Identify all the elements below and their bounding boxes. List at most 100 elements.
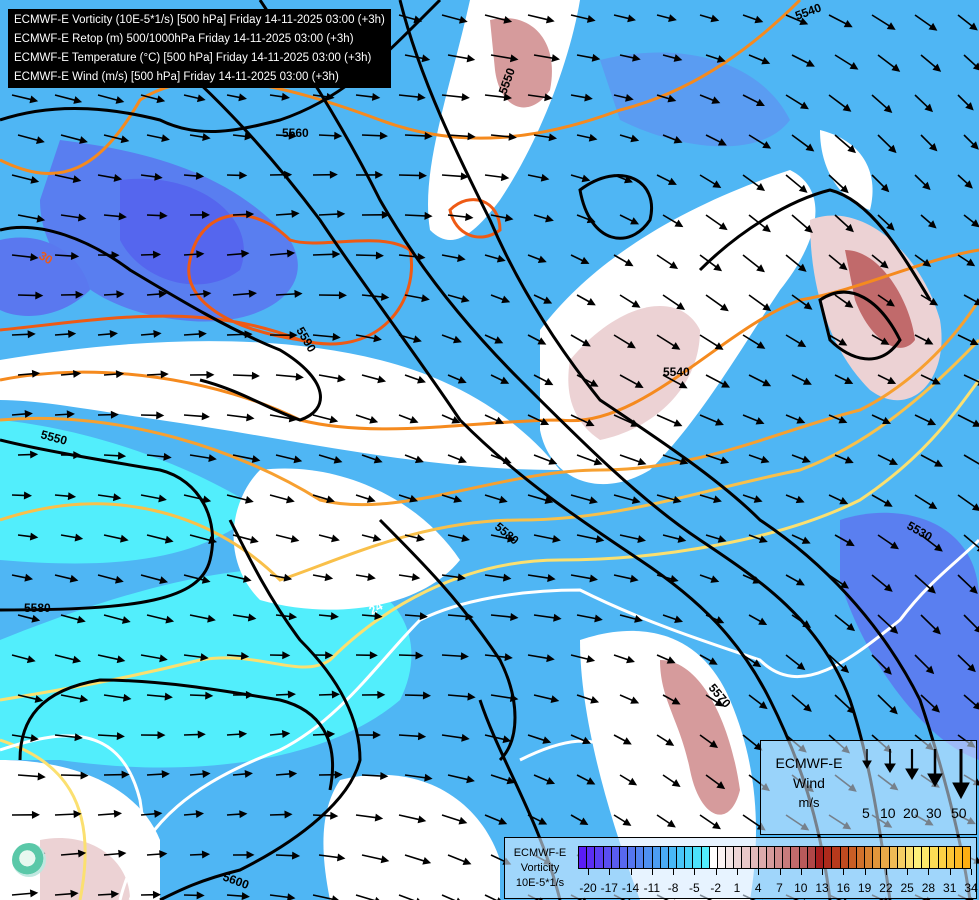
wind-arrow [17, 291, 44, 300]
wind-arrow [54, 492, 77, 501]
colorbar-cell [579, 847, 588, 868]
wind-arrow [232, 289, 257, 298]
tick-mark [779, 869, 781, 875]
wind-arrow [398, 573, 421, 582]
colorbar-cell [717, 847, 727, 868]
wind-arrow [699, 174, 722, 188]
wind-arrow [404, 454, 424, 464]
wind-arrow [748, 214, 771, 233]
colorbar-cell [595, 847, 604, 868]
wind-arrow [828, 654, 850, 674]
tick-mark [758, 869, 760, 875]
wind-arrow [232, 690, 254, 699]
colorbar-cell [652, 847, 661, 868]
tick-label: -8 [667, 881, 679, 895]
wind-arrow [656, 334, 681, 350]
wind-arrow [189, 210, 211, 219]
wind-arrow [791, 614, 812, 628]
colorbar-cell [775, 847, 784, 868]
tick-label: 10 [794, 881, 808, 895]
wind-arrow [920, 374, 941, 385]
wind-arrow [17, 614, 41, 623]
tick-label: 1 [733, 881, 741, 895]
wind-arrow [791, 454, 811, 464]
wind-arrow [189, 133, 211, 142]
wind-arrow [785, 94, 809, 110]
wind-arrow [183, 94, 206, 103]
tick-label: -20 [579, 881, 597, 895]
wind-arrow [957, 174, 973, 189]
wind-arrow [576, 774, 596, 785]
colorbar-cell [930, 847, 939, 868]
wind-arrow [146, 614, 175, 624]
wind-arrow [441, 733, 470, 742]
wind-arrow [613, 334, 636, 349]
wind-arrow [398, 334, 422, 344]
tick-label: 31 [943, 881, 957, 895]
tick-mark [822, 869, 824, 875]
wind-arrow [183, 730, 206, 739]
wind-arrow [97, 94, 125, 104]
wind-arrow [269, 810, 293, 819]
wind-arrow [60, 771, 89, 780]
wind-arrow [269, 729, 291, 738]
tick-label: -11 [643, 881, 661, 895]
wind-arrow [699, 574, 720, 583]
wind-arrow [619, 294, 641, 308]
wind-arrow [705, 54, 726, 63]
wind-arrow [785, 414, 806, 424]
wind-arrow [834, 454, 854, 464]
wind-arrow [791, 694, 812, 712]
wind-arrow [656, 654, 676, 664]
colorbar-cell [766, 847, 776, 868]
wind-arrow [570, 654, 596, 663]
wind-arrow [318, 291, 347, 300]
wind-arrow [619, 534, 646, 543]
colorbar-cell [815, 847, 825, 868]
wind-arrow [275, 209, 300, 218]
wind-arrow [189, 289, 212, 298]
wind-arrow [60, 614, 86, 624]
wind-arrow [576, 694, 600, 704]
wind-arrow [791, 54, 815, 67]
wind-arrow [312, 414, 339, 424]
wind-arrow [742, 334, 766, 349]
wind-arrow [441, 172, 469, 181]
wind-arrow [748, 614, 768, 626]
wind-arrow [533, 294, 553, 304]
wind-arrow [11, 734, 39, 742]
tick-mark [694, 869, 696, 875]
wind-arrow [957, 574, 978, 594]
wind-arrow [963, 294, 979, 306]
colorbar-cell [750, 847, 759, 868]
wind-arrow [398, 93, 426, 101]
wind-arrow [699, 494, 722, 504]
wind-arrow [189, 691, 214, 700]
wind-arrow [447, 774, 475, 784]
colorbar-cell [685, 847, 694, 868]
wind-arrow [490, 454, 512, 464]
wind-arrow [490, 54, 519, 63]
wind-arrow [355, 731, 381, 740]
wind-arrow [748, 294, 772, 312]
wind-arrow [189, 770, 211, 778]
wind-arrow [877, 454, 898, 465]
wind-arrow [748, 134, 772, 149]
tick-mark [715, 869, 717, 875]
wind-arrow [312, 651, 334, 660]
wind-arrow [355, 251, 384, 260]
wind-arrow [269, 494, 295, 504]
wind-arrow [662, 374, 688, 389]
wind-arrow [355, 92, 381, 101]
wind-arrow [103, 534, 129, 543]
colorbar-cell [922, 847, 931, 868]
wind-arrow [613, 734, 632, 745]
wind-arrow [140, 809, 163, 818]
wind-arrow [484, 414, 505, 425]
wind-arrow [533, 694, 560, 704]
wind-speed-label: 50 [951, 805, 967, 821]
wind-arrow [484, 93, 513, 102]
wind-arrow [318, 534, 340, 543]
wind-arrow [656, 734, 675, 746]
